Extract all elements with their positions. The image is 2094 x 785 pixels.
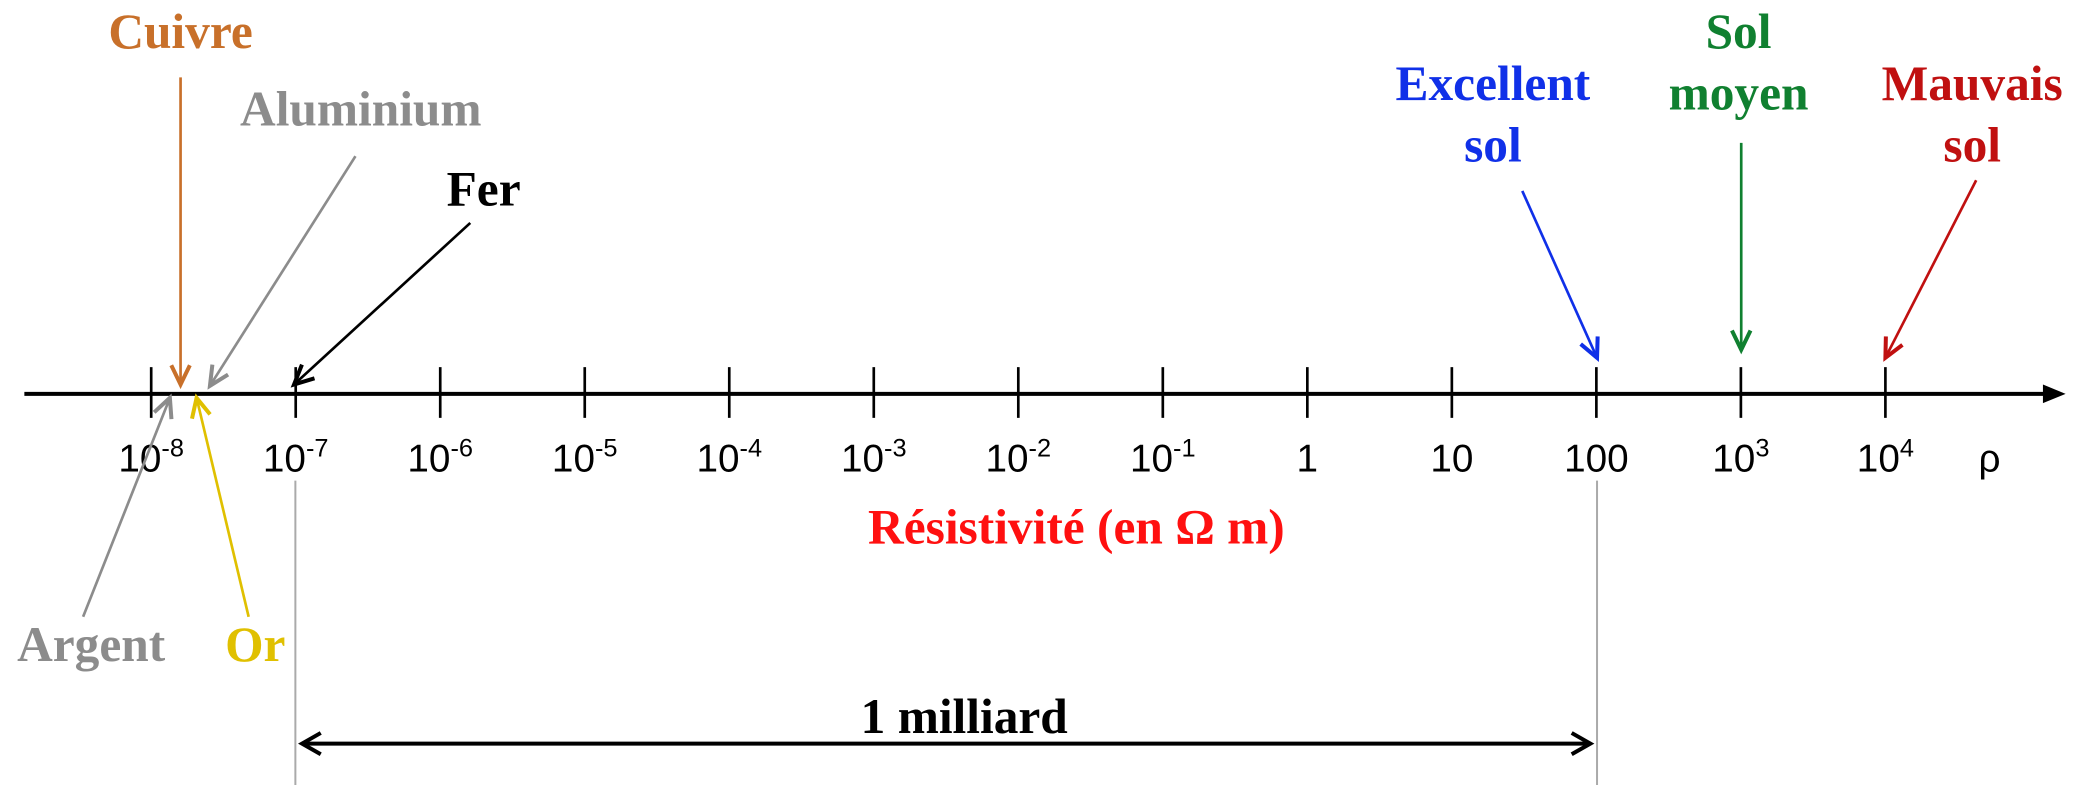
- tick-exponent: -5: [595, 435, 618, 463]
- tick-label: 104: [1857, 435, 1914, 481]
- tick-base: 10: [985, 437, 1028, 480]
- material-label: Fer: [447, 162, 521, 217]
- material-label: Argent: [17, 617, 166, 672]
- tick-exponent: -7: [306, 435, 329, 463]
- tick-label: 10-5: [552, 435, 618, 481]
- span-arrowhead: [298, 731, 322, 757]
- material-arrow: [1884, 179, 1978, 359]
- tick-label: 10-4: [696, 435, 762, 481]
- tick-base: 10: [552, 437, 595, 480]
- material-arrow: [208, 155, 357, 387]
- tick-base: 10: [1130, 437, 1173, 480]
- tick-exponent: -6: [450, 435, 473, 463]
- tick-base: 10: [696, 437, 739, 480]
- tick-exponent: -1: [1173, 435, 1196, 463]
- tick-label: 10-7: [263, 435, 329, 481]
- tick-label: 10-1: [1130, 435, 1196, 481]
- material-arrowhead: [1730, 329, 1753, 355]
- tick-base: 1: [1297, 437, 1319, 480]
- material-arrowhead: [290, 363, 316, 388]
- tick-base: 10: [1857, 437, 1900, 480]
- tick-base: 10: [263, 437, 306, 480]
- tick-base: 10: [407, 437, 450, 480]
- tick-base: 10: [841, 437, 884, 480]
- tick-label: 10-3: [841, 435, 907, 481]
- axis-arrowhead: [2042, 384, 2066, 404]
- span-arrowhead: [1570, 731, 1595, 757]
- tick-label: 1: [1297, 437, 1319, 480]
- material-label: sol: [1943, 118, 2001, 173]
- tick-exponent: -4: [740, 435, 763, 463]
- axis-label: Résistivité (en Ω m): [868, 499, 1285, 554]
- material-arrow: [195, 397, 250, 618]
- tick-label: 10-6: [407, 435, 473, 481]
- material-arrow: [293, 221, 472, 386]
- material-label: sol: [1464, 118, 1522, 173]
- material-arrow: [1521, 190, 1599, 359]
- tick-base: 100: [1564, 437, 1629, 480]
- material-arrow: [81, 397, 172, 618]
- tick-label: 10-2: [985, 435, 1051, 481]
- material-label: Mauvais: [1882, 56, 2063, 111]
- material-arrowhead: [169, 364, 192, 390]
- span-label: 1 milliard: [861, 689, 1068, 744]
- material-label: Sol: [1706, 4, 1772, 59]
- tick-label: 103: [1712, 435, 1769, 481]
- material-label: Or: [225, 617, 285, 672]
- tick-base: 10: [1712, 437, 1755, 480]
- tick-exponent: 4: [1900, 435, 1914, 463]
- tick-base: 10: [1430, 437, 1473, 480]
- tick-exponent: 3: [1755, 435, 1769, 463]
- tick-exponent: -2: [1029, 435, 1052, 463]
- material-arrowhead: [152, 393, 174, 420]
- material-label: Excellent: [1396, 56, 1591, 111]
- tick-label: 10: [1430, 437, 1473, 480]
- material-label: Cuivre: [108, 4, 252, 59]
- tick-exponent: -8: [161, 435, 184, 463]
- material-label: Aluminium: [240, 81, 481, 136]
- material-arrowhead: [190, 393, 212, 420]
- material-label: moyen: [1669, 65, 1809, 120]
- material-arrowhead: [1883, 336, 1904, 362]
- tick-exponent: -3: [884, 435, 907, 463]
- material-arrowhead: [1579, 336, 1600, 362]
- material-arrowhead: [207, 364, 230, 390]
- tick-label: 100: [1564, 437, 1629, 480]
- axis-symbol: ρ: [1979, 437, 2001, 480]
